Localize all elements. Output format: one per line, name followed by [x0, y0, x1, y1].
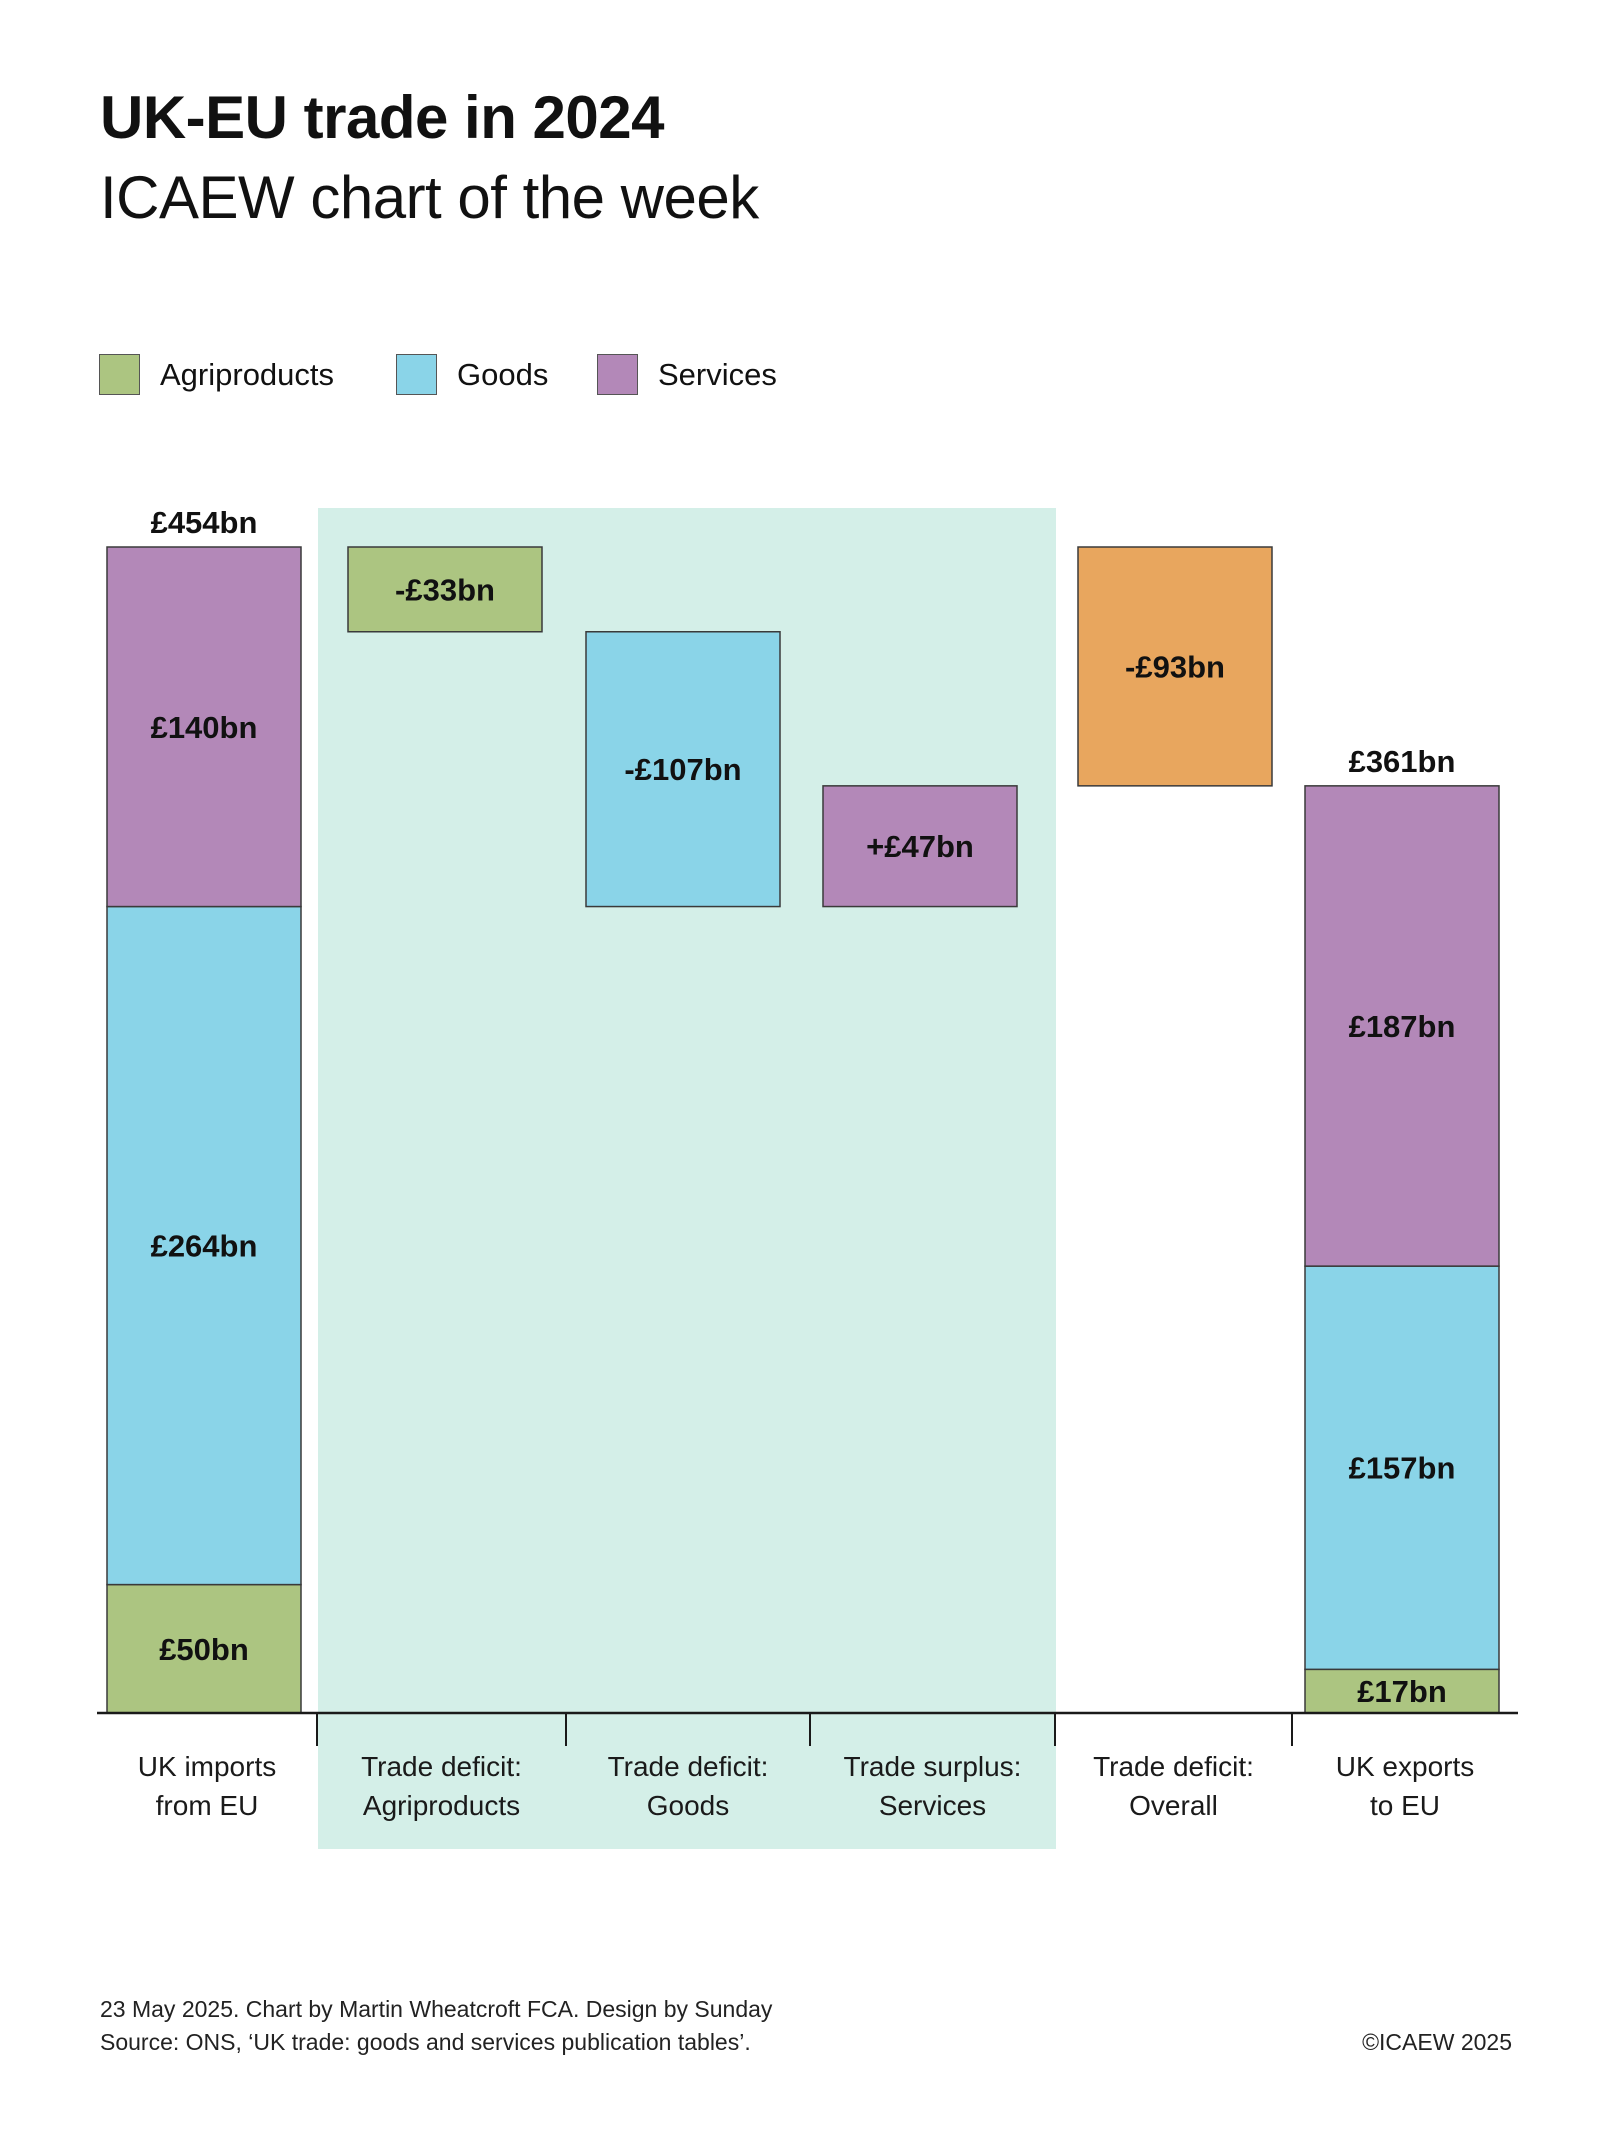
bar-value-label: £264bn	[151, 1229, 258, 1264]
category-label-line1: Trade surplus:	[844, 1751, 1022, 1782]
legend-label: Goods	[457, 357, 549, 392]
bar-value-label: £187bn	[1349, 1009, 1456, 1044]
category-label-line2: from EU	[156, 1790, 259, 1821]
category-labels: UK imports from EU Trade deficit: Agriprodu…	[138, 1751, 1474, 1821]
bar-value-label: £17bn	[1357, 1674, 1447, 1709]
bar-labels: £50bn £264bn £140bn -£33bn -£107bn +£47bn -£93…	[151, 572, 1456, 1709]
total-label: £361bn	[1349, 744, 1456, 779]
bar-services-5	[1304, 785, 1500, 1267]
bar-value-label: +£47bn	[866, 829, 974, 864]
footer-credit: 23 May 2025. Chart by Martin Wheatcroft …	[100, 1996, 773, 2022]
category-label-line1: Trade deficit:	[608, 1751, 769, 1782]
bar-overall-4	[1077, 546, 1273, 787]
bar-services-3	[822, 785, 1018, 908]
category-label-line1: UK imports	[138, 1751, 276, 1782]
footer-copyright: ©ICAEW 2025	[1362, 2029, 1512, 2055]
bars	[106, 546, 1500, 1714]
legend-swatch-agriproducts	[99, 354, 140, 395]
chart-title: UK-EU trade in 2024	[100, 84, 665, 151]
legend-swatch-goods	[396, 354, 437, 395]
category-label-line2: Goods	[647, 1790, 730, 1821]
bar-value-label: -£93bn	[1125, 649, 1225, 684]
chart-subtitle: ICAEW chart of the week	[100, 164, 759, 231]
x-axis-ticks	[316, 1713, 1293, 1746]
bar-value-label: £157bn	[1349, 1451, 1456, 1486]
total-labels: £454bn £361bn	[151, 505, 1456, 779]
category-label-line1: Trade deficit:	[361, 1751, 522, 1782]
bar-value-label: -£107bn	[624, 752, 741, 787]
bar-goods-2	[585, 631, 781, 908]
category-label-line2: Services	[879, 1790, 986, 1821]
bar-value-label: £140bn	[151, 710, 258, 745]
category-label-line2: Overall	[1129, 1790, 1218, 1821]
category-label-line2: to EU	[1370, 1790, 1440, 1821]
legend-swatch-services	[597, 354, 638, 395]
category-label-line1: Trade deficit:	[1093, 1751, 1254, 1782]
category-label-line1: UK exports	[1336, 1751, 1475, 1782]
bar-agriproducts-0	[106, 1583, 302, 1714]
legend-label: Agriproducts	[160, 357, 335, 392]
bar-value-label: £50bn	[159, 1632, 249, 1667]
bar-value-label: -£33bn	[395, 572, 495, 607]
bar-goods-5	[1304, 1265, 1500, 1671]
bar-goods-0	[106, 905, 302, 1586]
total-label: £454bn	[151, 505, 258, 540]
footer-source: Source: ONS, ‘UK trade: goods and servic…	[100, 2029, 751, 2055]
bar-agriproducts-5	[1304, 1668, 1500, 1714]
category-label-line2: Agriproducts	[363, 1790, 520, 1821]
bar-services-0	[106, 546, 302, 908]
legend-label: Services	[658, 357, 777, 392]
bar-agriproducts-1	[347, 546, 543, 633]
